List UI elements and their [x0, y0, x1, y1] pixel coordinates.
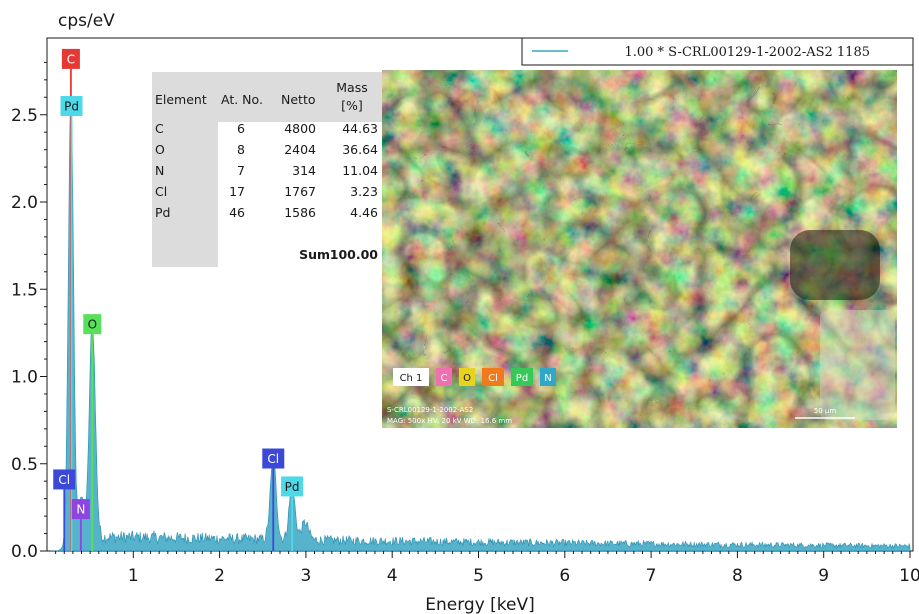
- element-marker-label: O: [88, 318, 97, 332]
- x-tick-label: 4: [387, 566, 398, 586]
- map-legend-swatch: [436, 368, 452, 386]
- table-header-mass: Mass: [336, 80, 367, 95]
- table-header-netto: Netto: [281, 92, 316, 107]
- table-rows: C 6 4800 44.63 O 8 2404 36.64 N 7 314 11.04 Cl 17 1767…: [155, 121, 378, 220]
- y-tick-label: 2.0: [11, 193, 38, 213]
- x-axis-title: Energy [keV]: [425, 595, 535, 614]
- table-header-element: Element: [155, 92, 207, 107]
- y-tick-label: 1.0: [11, 368, 38, 388]
- map-legend-label: Ch 1: [400, 373, 423, 384]
- element-marker-tag: [53, 469, 76, 490]
- map-legend-swatch: [482, 368, 504, 386]
- table-cell: 4800: [284, 121, 316, 136]
- x-tick-label: 9: [818, 566, 829, 586]
- map-legend-label: Pd: [516, 373, 528, 384]
- y-axis-ticks: 0.0 0.5 1.0 1.5 2.0 2.5: [11, 61, 47, 562]
- map-info-line1: S-CRL00129-1-2002-AS2: [387, 406, 473, 414]
- map-legend-swatch: [511, 368, 533, 386]
- table-cell: 3.23: [350, 184, 378, 199]
- table-cell: 314: [292, 163, 316, 178]
- spectrum-area: [51, 93, 911, 551]
- table-cell: 44.63: [342, 121, 378, 136]
- element-marker-label: Pd: [285, 480, 300, 494]
- table-cell: N: [155, 163, 164, 178]
- table-cell: Pd: [155, 205, 170, 220]
- map-legend: Ch 1 C O Cl Pd N: [393, 368, 556, 386]
- table-cell: 1586: [284, 205, 316, 220]
- table-cell: 4.46: [350, 205, 378, 220]
- element-marker-tag: [281, 476, 304, 497]
- map-legend-label: N: [544, 373, 551, 384]
- y-tick-label: 0.0: [11, 542, 38, 562]
- x-tick-label: 2: [214, 566, 225, 586]
- x-axis-ticks: 1 2 3 4 5 6 7 8 9 10: [55, 551, 919, 586]
- map-legend-swatch: [540, 368, 556, 386]
- map-legend-label: C: [441, 373, 448, 384]
- quant-table: Element At. No. Netto Mass [%] C 6 4800 44.…: [152, 72, 382, 267]
- x-tick-label: 8: [732, 566, 743, 586]
- element-marker-label: Cl: [58, 473, 70, 487]
- map-bright-region: [820, 310, 895, 420]
- table-cell: O: [155, 142, 165, 157]
- y-tick-label: 2.5: [11, 106, 38, 126]
- table-cell: 8: [237, 142, 245, 157]
- legend: 1.00 * S-CRL00129-1-2002-AS2 1185: [521, 37, 914, 66]
- table-header-atno: At. No.: [221, 92, 263, 107]
- map-legend-swatch: [393, 368, 429, 386]
- legend-box: [521, 37, 914, 66]
- table-sum-label: Sum: [299, 247, 330, 262]
- element-marker-tags: C Pd O Cl N Cl Pd: [53, 48, 304, 520]
- table-cell: Cl: [155, 184, 167, 199]
- element-marker-tag: [71, 499, 90, 520]
- map-legend-swatch: [459, 368, 475, 386]
- table-element-col-bg: [152, 122, 218, 267]
- table-cell: 2404: [284, 142, 316, 157]
- y-tick-label: 1.5: [11, 280, 38, 300]
- table-cell: 6: [237, 121, 245, 136]
- map-legend-label: Cl: [488, 373, 498, 384]
- table-cell: 36.64: [342, 142, 378, 157]
- x-tick-label: 5: [473, 566, 484, 586]
- element-marker-label: Pd: [64, 100, 79, 114]
- x-tick-label: 10: [899, 566, 919, 586]
- element-marker-label: C: [67, 52, 75, 66]
- y-tick-label: 0.5: [11, 455, 38, 475]
- map-dark-region: [790, 230, 880, 300]
- element-marker-label: Cl: [267, 452, 279, 466]
- x-tick-label: 7: [646, 566, 657, 586]
- table-header-bg: [152, 72, 382, 122]
- x-tick-label: 1: [128, 566, 139, 586]
- table-header-mass-unit: [%]: [341, 98, 363, 113]
- element-map-inset: Ch 1 C O Cl Pd N S-CRL00129-1-2002-AS2 MAG: 5…: [382, 70, 897, 428]
- legend-label: 1.00 * S-CRL00129-1-2002-AS2 1185: [624, 45, 870, 60]
- element-marker-tag: [61, 48, 80, 69]
- table-cell: 7: [237, 163, 245, 178]
- table-cell: C: [155, 121, 164, 136]
- table-cell: 46: [229, 205, 245, 220]
- x-tick-label: 6: [559, 566, 570, 586]
- element-marker-tag: [262, 448, 285, 469]
- x-tick-label: 3: [300, 566, 311, 586]
- table-cell: 11.04: [342, 163, 378, 178]
- map-legend-label: O: [463, 373, 471, 384]
- table-cell: 1767: [284, 184, 316, 199]
- map-info-line2: MAG: 500x HV: 20 kV WD: 16.6 mm: [387, 417, 512, 425]
- table-cell: 17: [229, 184, 245, 199]
- element-marker-label: N: [76, 503, 85, 517]
- element-marker-tag: [60, 96, 83, 117]
- y-axis-title: cps/eV: [58, 11, 115, 31]
- element-marker-tag: [83, 314, 102, 335]
- table-sum-value: 100.00: [330, 247, 379, 262]
- map-scale-text: 50 µm: [814, 407, 837, 415]
